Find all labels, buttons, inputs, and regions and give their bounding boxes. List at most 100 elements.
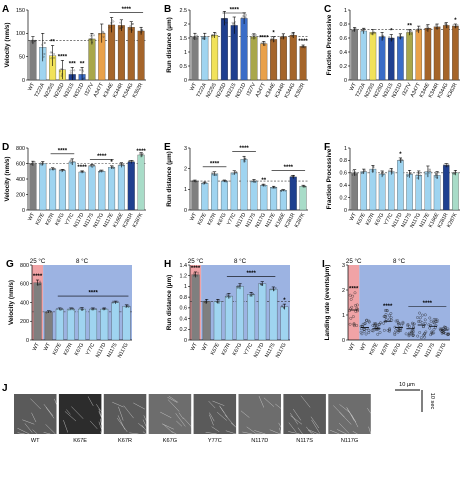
significance-stars: **** (97, 154, 107, 160)
y-tick-label: 2 (184, 166, 187, 172)
data-point (400, 158, 403, 161)
data-point (430, 331, 434, 335)
data-point (280, 189, 283, 192)
data-point (383, 315, 387, 318)
bar (424, 28, 432, 81)
data-point (397, 329, 401, 332)
bar (230, 172, 238, 211)
data-point (241, 17, 243, 19)
data-point (79, 307, 81, 310)
y-tick-label: 0 (26, 338, 29, 344)
y-tick-label: 200 (20, 319, 29, 325)
y-tick-label: 0 (184, 78, 187, 84)
x-tick-label: K67R (63, 342, 75, 356)
data-point (370, 32, 372, 35)
significance-stars: **** (246, 271, 256, 277)
data-point (408, 325, 411, 328)
data-point (382, 328, 386, 332)
kymograph-trace (175, 413, 186, 427)
data-point (291, 35, 294, 37)
data-point (225, 180, 228, 182)
kymograph-trace (71, 406, 84, 419)
data-point (384, 315, 388, 319)
data-point (367, 320, 371, 324)
x-tick-label: K67E (356, 212, 368, 226)
significance-stars: * (399, 152, 402, 158)
y-tick-label: 0.2 (340, 64, 348, 70)
kymograph-trace (254, 430, 266, 435)
bar (442, 165, 450, 211)
data-point (235, 172, 238, 174)
data-point (222, 18, 224, 21)
kymograph-trace (116, 417, 128, 433)
data-point (407, 331, 411, 335)
data-point (435, 173, 437, 176)
bar (351, 29, 358, 81)
bar (49, 168, 57, 211)
kymograph-trace (300, 395, 311, 408)
data-point (49, 168, 52, 171)
y-tick-label: 150 (16, 8, 25, 14)
y-tick-label: 0.5 (180, 64, 188, 70)
data-point (119, 27, 122, 29)
bar (122, 306, 131, 341)
data-point (59, 70, 62, 73)
data-point (429, 170, 431, 173)
data-point (302, 45, 304, 48)
kymograph-label: N117D (251, 438, 268, 444)
data-point (34, 39, 36, 42)
data-point (372, 170, 374, 172)
x-tick-label: I327V (84, 82, 96, 97)
kymograph-trace (183, 417, 192, 427)
kymograph-trace (288, 422, 297, 433)
data-point (446, 26, 449, 28)
bar (78, 308, 86, 341)
data-point (364, 332, 368, 336)
data-point (363, 169, 366, 172)
data-point (271, 187, 274, 189)
data-point (39, 280, 41, 283)
data-point (447, 333, 450, 336)
significance-stars: ** (50, 39, 55, 45)
kymograph-trace (240, 410, 250, 418)
kymograph-label: K67R (118, 438, 132, 444)
data-point (41, 163, 44, 166)
data-point (419, 27, 422, 30)
data-point (355, 303, 359, 307)
kymograph-image (283, 394, 326, 434)
kymograph-trace (43, 432, 51, 435)
data-point (71, 75, 74, 77)
data-point (232, 23, 235, 26)
x-tick-label: K67G (374, 212, 386, 227)
data-point (59, 308, 62, 311)
kymograph-trace (142, 419, 147, 427)
y-tick-label: 0 (344, 208, 347, 214)
data-point (101, 170, 104, 172)
bar (55, 308, 64, 341)
data-point (203, 300, 206, 303)
data-point (444, 164, 447, 167)
panel-label: D (2, 142, 9, 153)
kymograph-trace (336, 429, 347, 435)
y-axis-label: Landing rate (events/µm) (324, 265, 331, 341)
y-tick-label: 1 (184, 187, 187, 193)
data-point (356, 307, 360, 311)
y-tick-label: 1 (184, 284, 187, 290)
data-point (273, 36, 275, 39)
data-point (264, 184, 267, 187)
bar (360, 30, 368, 81)
data-point (139, 153, 141, 155)
data-point (126, 305, 128, 308)
data-point (376, 332, 380, 336)
data-point (382, 171, 384, 173)
data-point (281, 37, 283, 40)
data-point (390, 318, 394, 322)
bar (378, 36, 386, 81)
panel-label: E (164, 142, 171, 153)
bar (240, 18, 248, 81)
data-point (393, 333, 397, 337)
kymograph-trace (311, 419, 321, 434)
data-point (412, 333, 415, 337)
data-point (274, 186, 276, 189)
